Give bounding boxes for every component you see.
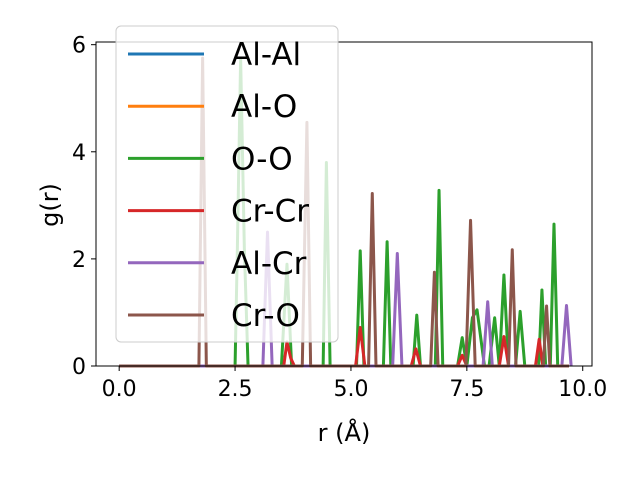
legend-label-al-al: Al-Al	[231, 37, 301, 73]
y-tick-label: 4	[72, 141, 86, 166]
legend-label-al-cr: Al-Cr	[231, 246, 307, 282]
x-axis-label: r (Å)	[318, 418, 371, 447]
y-tick-label: 0	[72, 355, 86, 380]
x-axis: 0.0 2.5 5.0 7.5 10.0	[102, 366, 607, 402]
legend: Al-Al Al-O O-O Cr-Cr Al-Cr Cr-O	[115, 25, 339, 343]
legend-label-al-o: Al-O	[231, 89, 297, 125]
legend-label-cr-o: Cr-O	[231, 298, 300, 334]
legend-box	[115, 25, 339, 343]
y-axis: 0 2 4 6	[72, 34, 96, 380]
x-tick-label: 0.0	[102, 377, 137, 402]
x-tick-label: 10.0	[558, 377, 607, 402]
x-tick-label: 2.5	[218, 377, 253, 402]
legend-label-o-o: O-O	[231, 141, 293, 177]
x-tick-label: 5.0	[333, 377, 368, 402]
axes-frame	[95, 41, 593, 367]
y-tick-label: 6	[72, 34, 86, 59]
legend-label-cr-cr: Cr-Cr	[231, 194, 309, 230]
y-tick-label: 2	[72, 248, 86, 273]
y-axis-label: g(r)	[36, 183, 64, 227]
x-tick-label: 7.5	[449, 377, 484, 402]
